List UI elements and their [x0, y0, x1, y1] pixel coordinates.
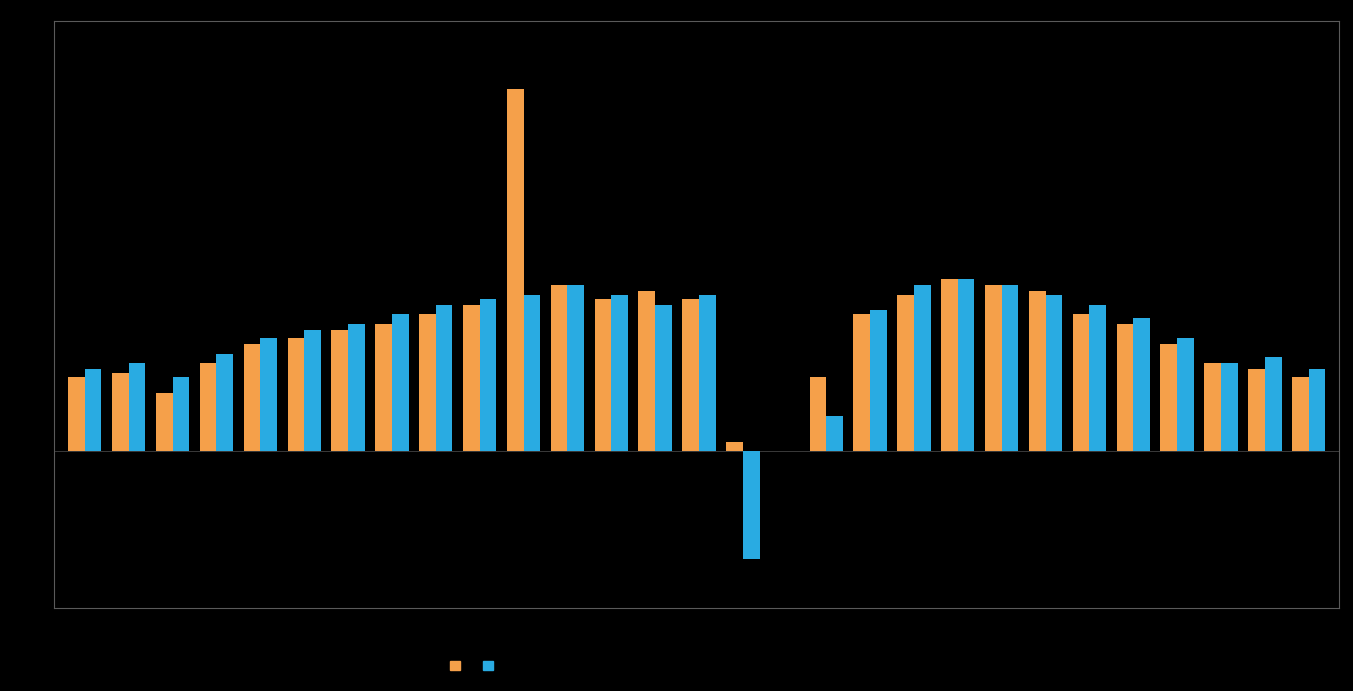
- Bar: [392, 314, 409, 451]
- Bar: [1073, 314, 1089, 451]
- Bar: [419, 314, 436, 451]
- Bar: [129, 363, 145, 451]
- Legend: , : ,: [445, 655, 502, 678]
- Bar: [463, 305, 480, 451]
- Bar: [156, 392, 173, 451]
- Bar: [260, 338, 277, 451]
- Bar: [612, 295, 628, 451]
- Bar: [1161, 344, 1177, 451]
- Bar: [1134, 319, 1150, 451]
- Bar: [85, 369, 101, 451]
- Bar: [958, 279, 974, 451]
- Bar: [1265, 357, 1281, 451]
- Bar: [809, 377, 827, 451]
- Bar: [1220, 363, 1238, 451]
- Bar: [1046, 295, 1062, 451]
- Bar: [655, 305, 672, 451]
- Bar: [287, 338, 304, 451]
- Bar: [1292, 377, 1308, 451]
- Bar: [304, 330, 321, 451]
- Bar: [1116, 324, 1134, 451]
- Bar: [985, 285, 1001, 451]
- Bar: [348, 324, 365, 451]
- Bar: [524, 295, 540, 451]
- Bar: [375, 324, 392, 451]
- Bar: [1249, 369, 1265, 451]
- Bar: [436, 305, 452, 451]
- Bar: [913, 285, 931, 451]
- Bar: [700, 295, 716, 451]
- Bar: [682, 299, 700, 451]
- Bar: [480, 299, 497, 451]
- Bar: [68, 377, 85, 451]
- Bar: [331, 330, 348, 451]
- Bar: [897, 295, 913, 451]
- Bar: [870, 310, 886, 451]
- Bar: [112, 373, 129, 451]
- Bar: [1089, 305, 1107, 451]
- Bar: [1177, 338, 1193, 451]
- Bar: [942, 279, 958, 451]
- Bar: [216, 354, 233, 451]
- Bar: [639, 291, 655, 451]
- Bar: [827, 416, 843, 451]
- Bar: [200, 363, 216, 451]
- Bar: [244, 344, 260, 451]
- Bar: [507, 89, 524, 451]
- Bar: [854, 314, 870, 451]
- Bar: [1204, 363, 1220, 451]
- Bar: [1001, 285, 1019, 451]
- Bar: [727, 442, 743, 451]
- Bar: [551, 285, 567, 451]
- Bar: [1308, 369, 1326, 451]
- Bar: [173, 377, 189, 451]
- Bar: [567, 285, 584, 451]
- Bar: [743, 451, 759, 559]
- Bar: [594, 299, 612, 451]
- Bar: [1028, 291, 1046, 451]
